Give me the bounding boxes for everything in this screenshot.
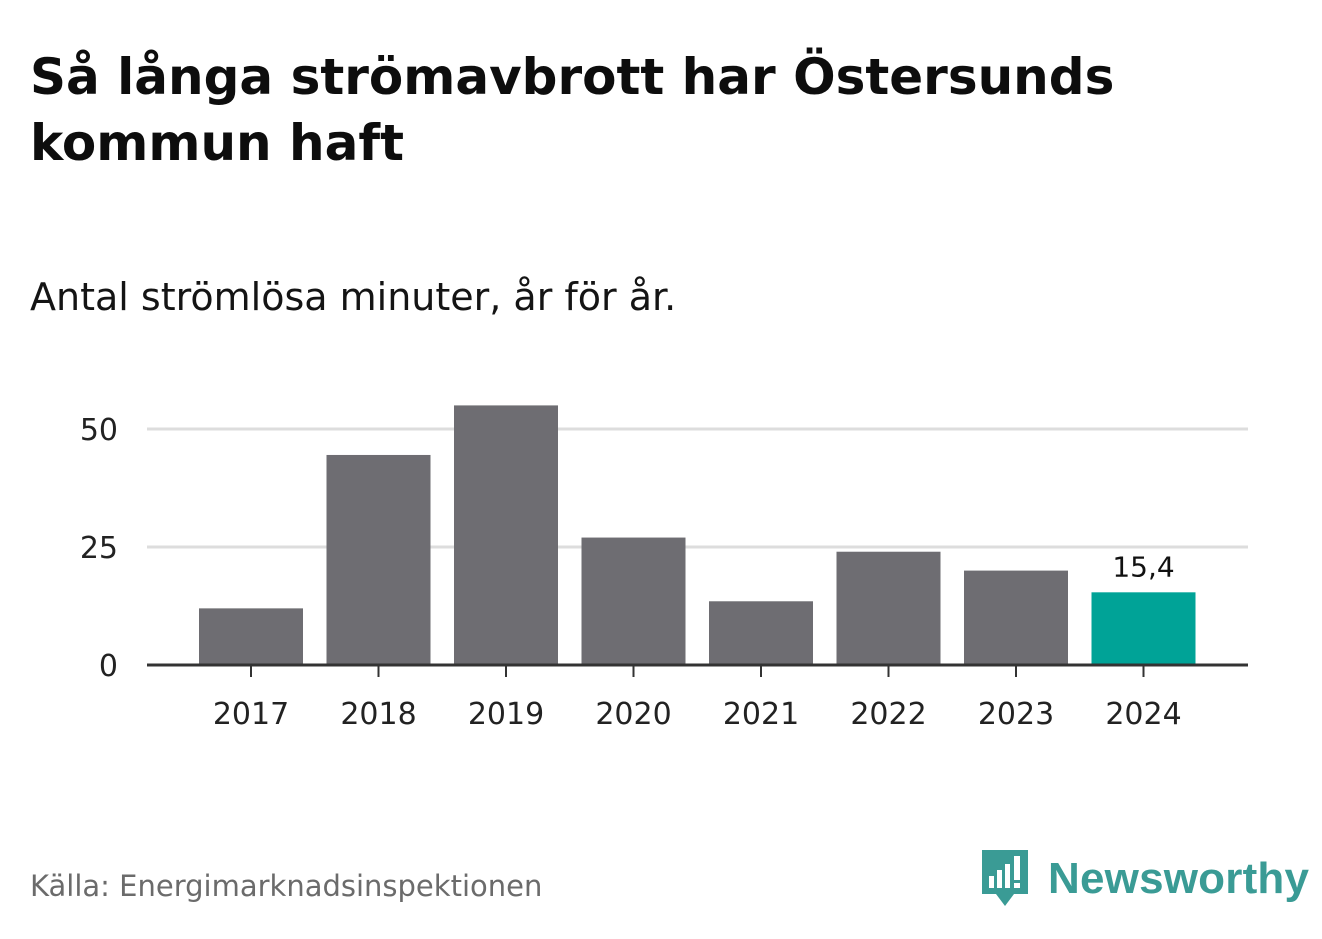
x-tick-label: 2019	[468, 697, 544, 732]
chart-subtitle: Antal strömlösa minuter, år för år.	[30, 275, 677, 319]
bar-2024	[1091, 592, 1196, 665]
y-tick-label: 25	[80, 531, 118, 566]
x-tick-label: 2018	[340, 697, 416, 732]
newsworthy-logo: Newsworthy	[980, 848, 1309, 910]
bar-2023	[964, 570, 1068, 665]
x-tick-label: 2024	[1105, 697, 1181, 732]
bar-2019	[454, 405, 558, 665]
x-tick-label: 2017	[213, 697, 289, 732]
x-tick-label: 2020	[595, 697, 671, 732]
x-tick-label: 2021	[723, 697, 799, 732]
newsworthy-chart-bubble-icon	[982, 850, 1028, 906]
source-note: Källa: Energimarknadsinspektionen	[30, 869, 543, 903]
bar-2017	[199, 608, 303, 665]
logo-text: Newsworthy	[1048, 854, 1310, 903]
y-tick-label: 50	[80, 413, 118, 448]
y-tick-label: 0	[99, 649, 118, 684]
bar-2018	[326, 454, 431, 665]
bar-2020	[581, 537, 686, 665]
chart-title: Så långa strömavbrott har Östersunds kom…	[30, 48, 1115, 172]
x-tick-label: 2022	[850, 697, 926, 732]
data-label: 15,4	[1112, 550, 1174, 583]
bar-2021	[709, 601, 813, 665]
x-tick-label: 2023	[978, 697, 1054, 732]
bar-2022	[836, 551, 941, 665]
